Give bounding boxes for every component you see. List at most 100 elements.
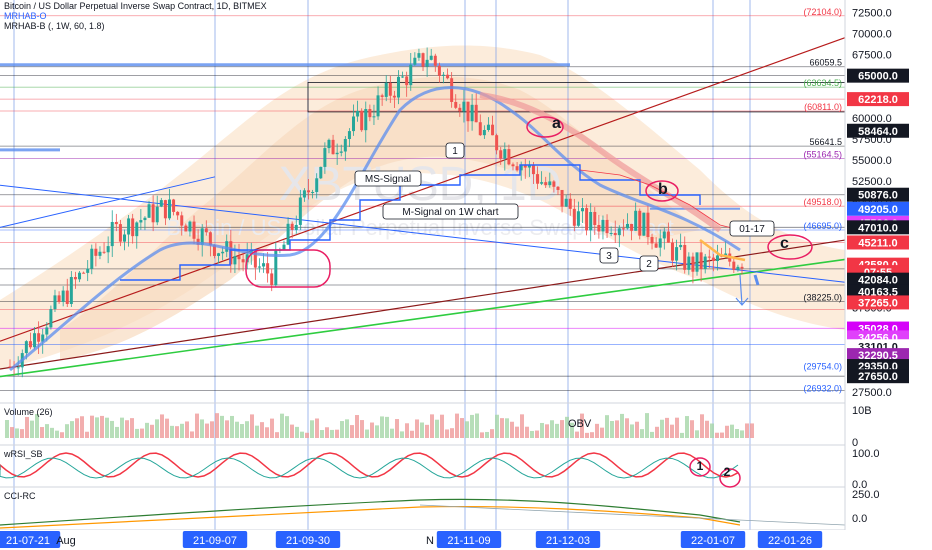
- volume-bar: [725, 425, 729, 438]
- wave-label-2: 2: [646, 259, 652, 270]
- candle-body: [474, 104, 478, 123]
- label-a: a: [552, 115, 561, 132]
- volume-bar: [300, 431, 304, 438]
- volume-bar: [520, 414, 524, 438]
- candle-body: [200, 228, 204, 245]
- highlight-ellipse-b: [645, 180, 679, 202]
- candle-body: [315, 178, 319, 192]
- volume-panel-title[interactable]: Volume (26): [4, 407, 53, 417]
- volume-bar: [715, 432, 719, 438]
- candle-body: [715, 255, 719, 262]
- candle-body: [184, 225, 188, 232]
- candle-body: [396, 76, 400, 98]
- candle-body: [638, 210, 642, 236]
- price-axis[interactable]: 72500.070000.067500.065000.062500.060000…: [844, 0, 932, 530]
- candle-body: [347, 131, 351, 140]
- volume-bar: [60, 432, 64, 438]
- candle-body: [736, 266, 740, 270]
- indicator-mrhab-o[interactable]: MRHAB-O: [4, 11, 47, 21]
- wrsi-circle-1: [689, 457, 711, 477]
- m-signal-step-line: [120, 164, 701, 281]
- volume-bar: [430, 414, 434, 438]
- candle-body: [707, 256, 711, 258]
- volume-bar: [500, 418, 504, 438]
- candle-body: [188, 221, 192, 232]
- volume-bar: [515, 426, 519, 438]
- candle-body: [405, 76, 409, 86]
- resistance-step: [579, 169, 761, 236]
- volume-bar: [455, 413, 459, 438]
- candle-body: [630, 223, 634, 231]
- price-tag-18: 27650.0: [858, 371, 898, 383]
- price-tick-8: 52500.0: [852, 176, 892, 188]
- volume-bar: [665, 417, 669, 438]
- candle-body: [24, 341, 28, 354]
- candle-body: [625, 223, 629, 229]
- subpanel-tick-4: 250.0: [852, 489, 880, 501]
- volume-bar: [585, 432, 589, 438]
- level-label-1: 66059.5: [809, 58, 842, 68]
- candle-body: [613, 232, 617, 236]
- candle-body: [294, 224, 298, 230]
- volume-bar: [485, 431, 489, 438]
- candle-body: [143, 217, 147, 221]
- time-tick-2: 21-09-07: [193, 535, 237, 547]
- cci-trendline: [419, 504, 846, 526]
- candle-body: [237, 256, 241, 260]
- candle-body: [413, 57, 417, 65]
- time-tag-bg-3: [275, 531, 341, 548]
- volume-bar: [685, 416, 689, 438]
- volume-bar: [365, 429, 369, 438]
- indicator-mrhab-b[interactable]: MRHAB-B (, 1W, 60, 1.8): [4, 21, 105, 31]
- wave-label-3-box: [599, 247, 619, 264]
- volume-bar: [115, 426, 119, 438]
- candle-body: [548, 181, 552, 186]
- candle-body: [286, 223, 290, 245]
- cci-panel-title[interactable]: CCI-RC: [4, 491, 36, 501]
- volume-bar: [240, 424, 244, 438]
- volume-bar: [360, 420, 364, 438]
- volume-bar: [600, 427, 604, 438]
- candle-body: [114, 221, 118, 225]
- candle-body: [585, 208, 589, 231]
- volume-bar: [405, 423, 409, 438]
- price-tick-2: 67500.0: [852, 50, 892, 62]
- candle-body: [699, 252, 703, 270]
- volume-bar: [465, 421, 469, 438]
- candle-body: [605, 219, 609, 234]
- volume-bar: [330, 429, 334, 438]
- volume-bar: [30, 420, 34, 438]
- ms-signal-callout: MS-Signal: [365, 174, 411, 185]
- volume-bar: [200, 419, 204, 438]
- volume-bar: [525, 426, 529, 438]
- price-tick-5: 60000.0: [852, 113, 892, 125]
- candle-body: [666, 231, 670, 243]
- candle-body: [110, 221, 114, 247]
- wrsi-panel-title[interactable]: wRSI_SB: [4, 449, 43, 459]
- price-tag-bg-10: [847, 272, 909, 287]
- volume-bar: [370, 422, 374, 438]
- candle-body: [450, 78, 454, 102]
- volume-bar: [450, 428, 454, 438]
- volume-bar: [50, 427, 54, 438]
- volume-bar: [580, 413, 584, 438]
- volume-bar: [210, 421, 214, 438]
- candle-body: [131, 218, 135, 237]
- volume-bar: [655, 426, 659, 438]
- candle-body: [568, 198, 572, 209]
- sub-panels: OBV 1 2: [0, 402, 932, 531]
- candle-body: [192, 221, 196, 239]
- price-tag-1: 62218.0: [858, 94, 898, 106]
- candle-body: [658, 238, 662, 248]
- volume-bar: [575, 431, 579, 438]
- volume-bar: [530, 430, 534, 438]
- candle-body: [552, 181, 556, 187]
- volume-bar: [90, 415, 94, 438]
- candle-body: [683, 244, 687, 270]
- volume-bar: [100, 415, 104, 438]
- red-ribbon: [479, 92, 722, 233]
- candle-body: [433, 55, 437, 66]
- volume-bar: [55, 430, 59, 438]
- time-axis[interactable]: 21-07-21 Aug 21-09-07 21-09-30 N 21-11-09 21-1…: [0, 530, 932, 550]
